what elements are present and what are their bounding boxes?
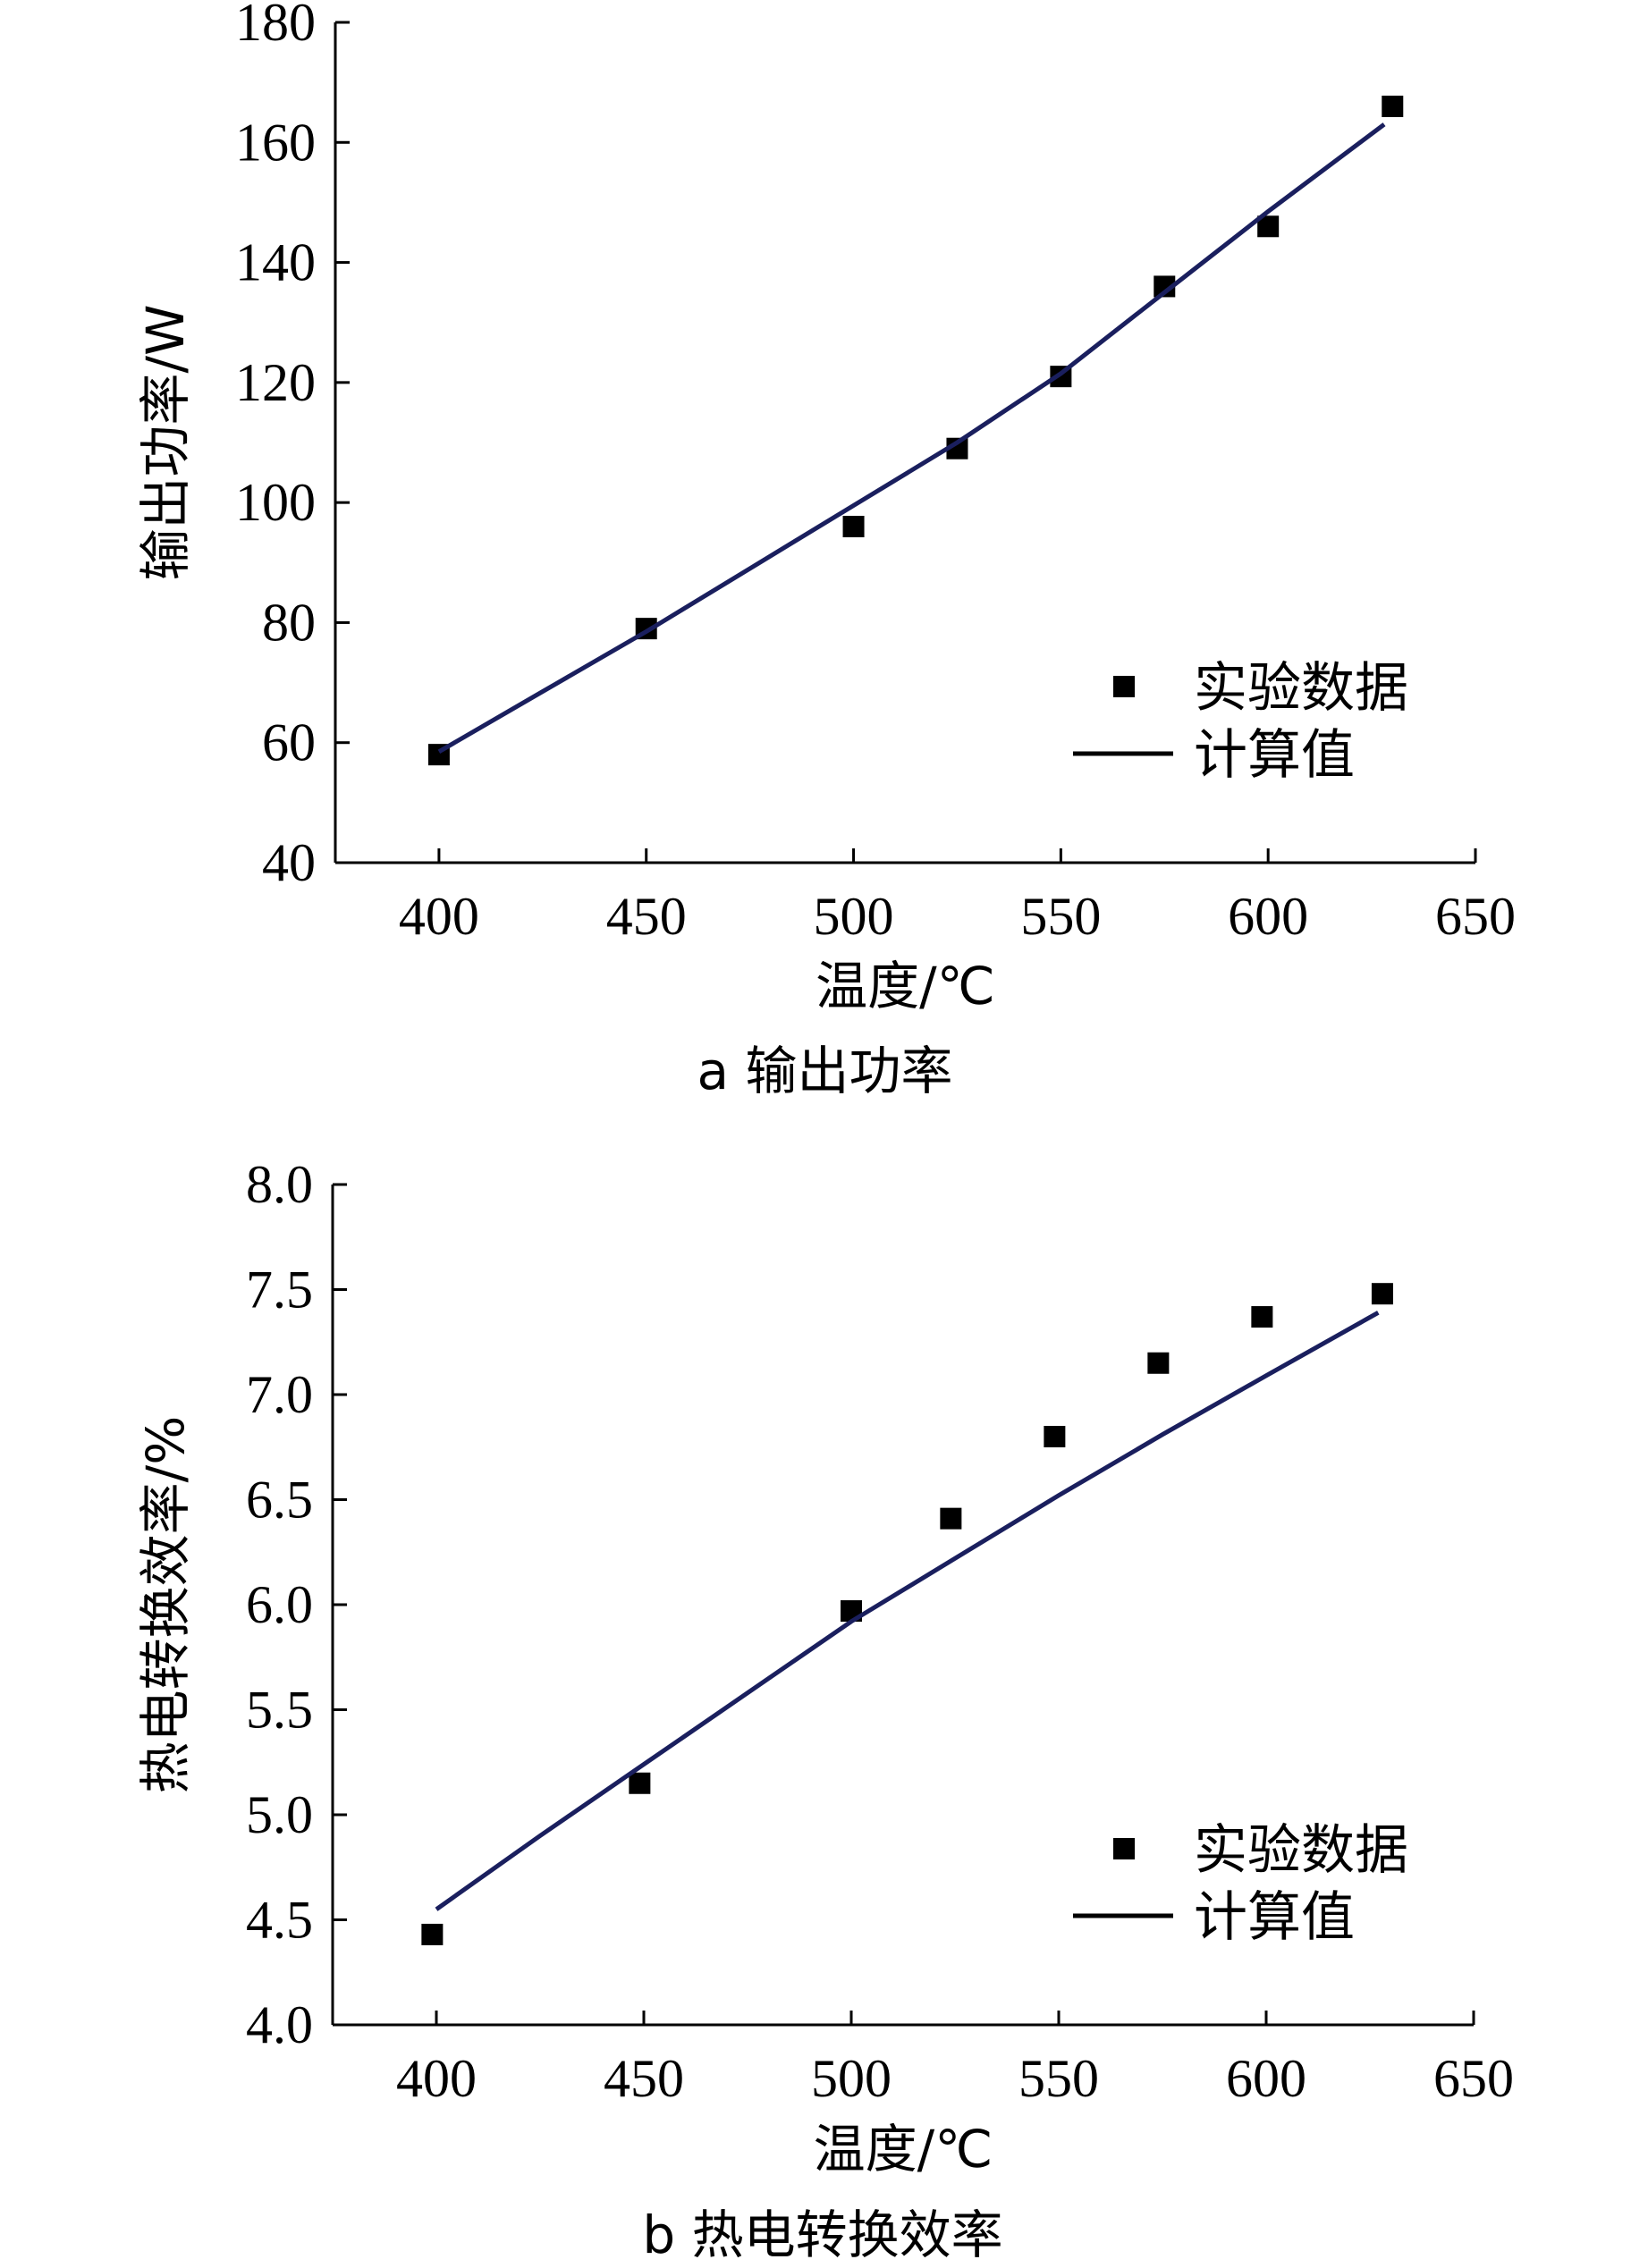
x-tick-label: 400 <box>399 887 479 946</box>
x-tick-label: 550 <box>1018 2049 1099 2108</box>
x-tick-label: 450 <box>604 2049 684 2108</box>
data-point <box>1147 1352 1170 1374</box>
x-tick-label: 550 <box>1020 887 1101 946</box>
x-tick-label: 600 <box>1228 887 1308 946</box>
x-tick-label: 500 <box>814 887 894 946</box>
data-point <box>1044 1426 1066 1447</box>
chart-caption: a 输出功率 <box>697 1041 953 1101</box>
x-axis-label: 温度/℃ <box>816 956 995 1016</box>
data-point <box>421 1923 444 1945</box>
y-tick-label: 7.5 <box>246 1260 313 1319</box>
legend-marker-experimental <box>1113 676 1135 697</box>
x-tick-label: 650 <box>1435 887 1516 946</box>
data-point <box>1371 1283 1393 1305</box>
legend-label-calculated: 计算值 <box>1194 724 1355 787</box>
y-tick-label: 40 <box>262 833 316 892</box>
y-tick-label: 5.0 <box>246 1785 313 1844</box>
y-tick-label: 4.0 <box>246 1995 313 2054</box>
x-tick-label: 500 <box>811 2049 892 2108</box>
y-tick-label: 4.5 <box>246 1891 313 1950</box>
y-axis-label: 热电转换效率/% <box>135 1416 196 1794</box>
y-tick-label: 60 <box>262 713 316 772</box>
data-point <box>1382 96 1404 117</box>
y-tick-label: 8.0 <box>246 1155 313 1214</box>
data-point <box>1257 215 1280 238</box>
y-tick-label: 6.5 <box>246 1471 313 1530</box>
y-tick-label: 100 <box>235 473 316 532</box>
x-tick-label: 450 <box>606 887 687 946</box>
y-axis-label: 输出功率/W <box>135 305 196 581</box>
chart-caption: b 热电转换效率 <box>642 2205 1002 2265</box>
y-tick-label: 6.0 <box>246 1575 313 1634</box>
calculated-line <box>435 1311 1380 1911</box>
y-tick-label: 7.0 <box>246 1365 313 1424</box>
y-tick-label: 5.5 <box>246 1681 313 1740</box>
y-tick-label: 140 <box>235 233 316 292</box>
y-tick-label: 180 <box>235 0 316 52</box>
legend-marker-experimental <box>1113 1838 1135 1859</box>
legend-label-experimental: 实验数据 <box>1194 1819 1408 1882</box>
x-tick-label: 600 <box>1226 2049 1306 2108</box>
chart-output-power: 400 450 500 550 600 650 40 60 80 100 120 140 160 180 温… <box>135 0 1516 1101</box>
chart-conversion-efficiency: 400 450 500 550 600 650 4.0 4.5 5.0 5.5 6.0 6.5 7.0 7… <box>135 1155 1514 2265</box>
y-tick-label: 160 <box>235 113 316 172</box>
calculated-line <box>437 122 1386 754</box>
x-axis-label: 温度/℃ <box>814 2119 993 2179</box>
x-tick-label: 650 <box>1433 2049 1514 2108</box>
y-tick-label: 80 <box>262 593 316 652</box>
x-tick-label: 400 <box>396 2049 477 2108</box>
legend-label-calculated: 计算值 <box>1194 1886 1355 1949</box>
data-point <box>940 1507 962 1530</box>
data-point <box>842 516 865 537</box>
legend-label-experimental: 实验数据 <box>1194 657 1408 720</box>
data-point <box>629 1772 651 1794</box>
y-tick-label: 120 <box>235 353 316 412</box>
data-point <box>1251 1306 1273 1328</box>
